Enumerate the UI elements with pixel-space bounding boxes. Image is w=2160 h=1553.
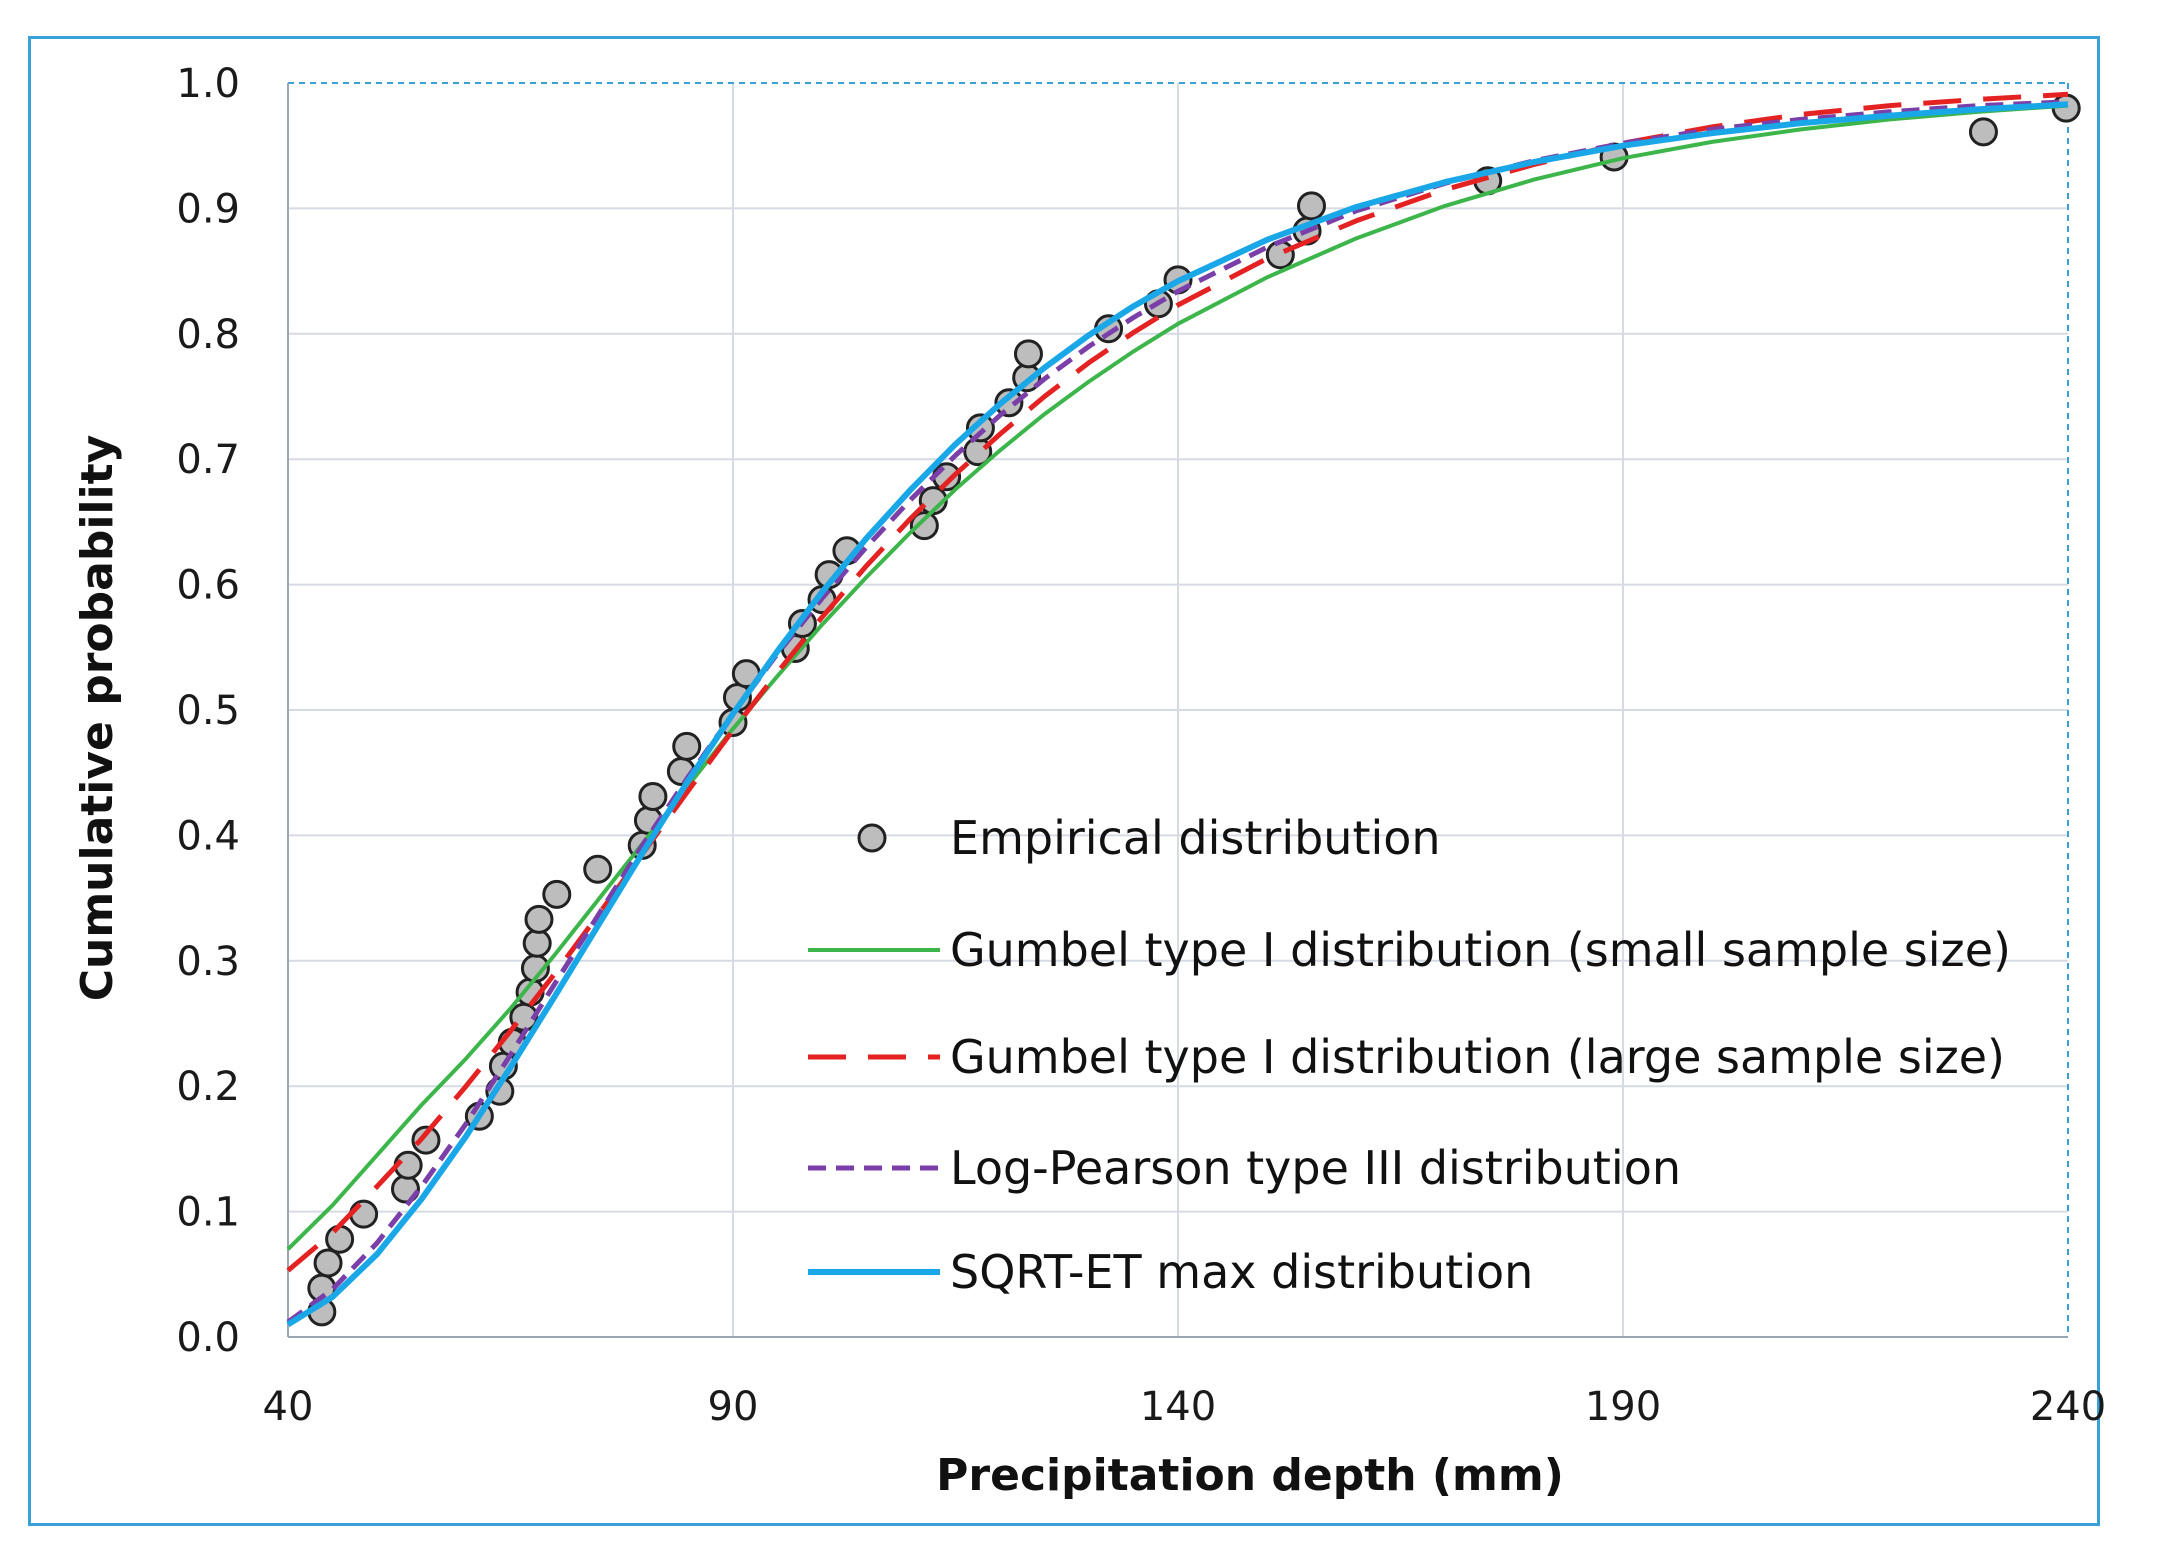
data-point xyxy=(672,731,702,761)
data-point xyxy=(542,879,572,909)
x-tick-label: 190 xyxy=(1585,1384,1661,1430)
data-point xyxy=(349,1199,379,1229)
y-tick-label: 0.6 xyxy=(176,563,240,609)
series-line-log-pearson-type-iii-distribution xyxy=(286,99,2069,1325)
legend: Empirical distribution Gumbel type I dist… xyxy=(808,811,2011,1299)
data-point xyxy=(638,782,668,812)
chart-frame xyxy=(28,36,2100,1526)
data-point xyxy=(909,511,939,541)
data-point xyxy=(1968,117,1998,147)
legend-label: Empirical distribution xyxy=(950,811,1441,865)
x-tick-label: 40 xyxy=(263,1384,314,1430)
legend-item-log-pearson-type-iii-distribution: Log-Pearson type III distribution xyxy=(808,1141,1681,1195)
legend-marker xyxy=(857,823,887,853)
data-point xyxy=(583,854,613,884)
x-axis-title: Precipitation depth (mm) xyxy=(936,1450,1564,1501)
x-tick-label: 90 xyxy=(708,1384,759,1430)
y-tick-label: 0.2 xyxy=(176,1064,240,1110)
series-line-gumbel-type-i-distribution-large-sample-size xyxy=(286,91,2069,1273)
legend-item-gumbel-type-i-distribution-small-sample-size: Gumbel type I distribution (small sample… xyxy=(808,923,2011,977)
plot-area xyxy=(286,91,2081,1328)
legend-label: Log-Pearson type III distribution xyxy=(950,1141,1681,1195)
data-point xyxy=(313,1248,343,1278)
y-tick-label: 0.7 xyxy=(176,437,240,483)
data-point xyxy=(411,1125,441,1155)
data-point xyxy=(965,413,995,443)
y-tick-label: 0.9 xyxy=(176,186,240,232)
x-tick-label: 140 xyxy=(1140,1384,1216,1430)
legend-label: Gumbel type I distribution (small sample… xyxy=(950,923,2011,977)
y-tick-label: 0.1 xyxy=(176,1190,240,1236)
y-tick-label: 1.0 xyxy=(176,61,240,107)
y-axis-title: Cumulative probability xyxy=(72,435,123,1002)
legend-label: SQRT-ET max distribution xyxy=(950,1245,1533,1299)
series-line-sqrt-et-max-distribution xyxy=(286,101,2069,1328)
data-point xyxy=(994,388,1024,418)
series-line-gumbel-type-i-distribution-small-sample-size xyxy=(286,103,2069,1251)
y-tick-label: 0.3 xyxy=(176,939,240,985)
legend-label: Gumbel type I distribution (large sample… xyxy=(950,1030,2005,1084)
axes: 0.0 0.1 0.2 0.3 0.4 0.5 0.6 0.7 0.8 0.9 1.0 40 90 140… xyxy=(176,61,2106,1430)
x-tick-label: 240 xyxy=(2030,1384,2106,1430)
legend-item-sqrt-et-max-distribution: SQRT-ET max distribution xyxy=(808,1245,1533,1299)
data-point xyxy=(522,928,552,958)
legend-item-gumbel-type-i-distribution-large-sample-size: Gumbel type I distribution (large sample… xyxy=(808,1030,2005,1084)
y-tick-label: 0.8 xyxy=(176,312,240,358)
data-point xyxy=(524,904,554,934)
data-point xyxy=(1297,191,1326,221)
y-tick-label: 0.4 xyxy=(176,813,240,859)
legend-item-empirical-distribution: Empirical distribution xyxy=(857,811,1441,865)
data-point xyxy=(1265,240,1295,270)
data-point xyxy=(325,1224,355,1254)
y-tick-label: 0.5 xyxy=(176,688,240,734)
data-point xyxy=(1013,339,1043,369)
y-tick-label: 0.0 xyxy=(176,1315,240,1361)
